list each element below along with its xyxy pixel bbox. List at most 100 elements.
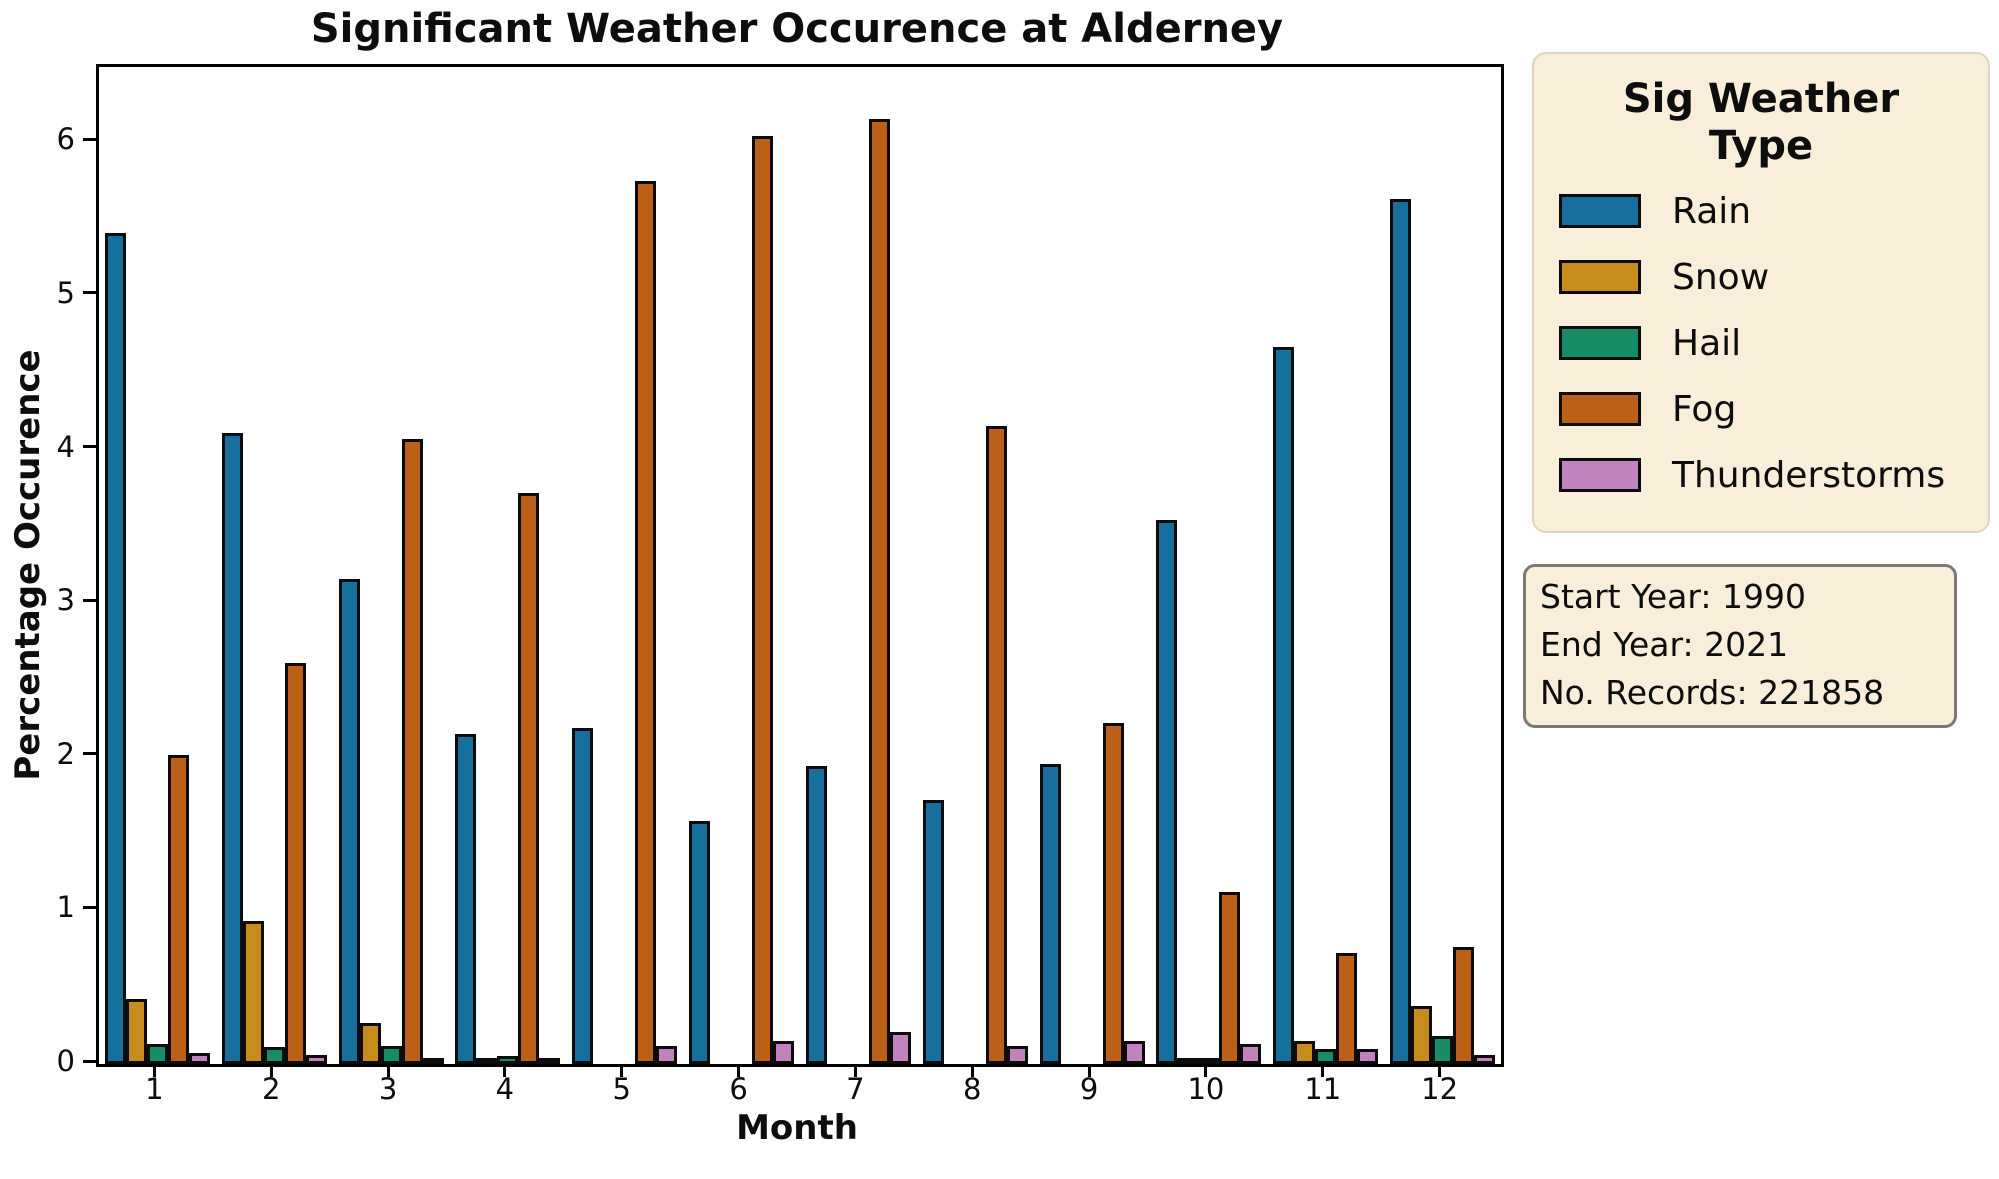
- info-box: Start Year: 1990 End Year: 2021 No. Reco…: [1523, 564, 1957, 728]
- bar-snow-month-4: [476, 1058, 498, 1064]
- bar-snow-month-3: [359, 1022, 381, 1064]
- bar-rain-month-6: [689, 821, 711, 1064]
- y-tick-label: 0: [56, 1044, 75, 1078]
- bar-group-month-1: [104, 67, 210, 1064]
- x-tick-label: 5: [612, 1072, 631, 1106]
- bar-rain-month-11: [1273, 346, 1295, 1064]
- legend-item-fog: Fog: [1559, 389, 1978, 430]
- legend-title-text: Sig Weather Type: [1622, 76, 1900, 170]
- bar-fog-month-10: [1219, 891, 1241, 1064]
- bar-rain-month-2: [221, 432, 243, 1064]
- bar-fog-month-5: [635, 180, 657, 1064]
- x-tick-label: 8: [963, 1072, 982, 1106]
- x-tick-mark: [1204, 1064, 1208, 1077]
- bar-thunderstorms-month-3: [422, 1058, 444, 1064]
- x-tick-label: 3: [378, 1072, 398, 1106]
- bar-snow-month-2: [242, 921, 264, 1064]
- bar-snow-month-10: [1177, 1058, 1199, 1064]
- legend-swatch-rain: [1559, 194, 1641, 228]
- bar-rain-month-9: [1039, 764, 1061, 1064]
- bar-fog-month-3: [401, 438, 423, 1064]
- bar-thunderstorms-month-6: [773, 1040, 795, 1064]
- bar-fog-month-1: [167, 755, 189, 1064]
- bar-hail-month-11: [1315, 1048, 1337, 1064]
- bar-thunderstorms-month-7: [889, 1031, 911, 1064]
- bar-thunderstorms-month-2: [305, 1054, 327, 1064]
- bar-rain-month-4: [455, 733, 477, 1064]
- bar-fog-month-6: [752, 136, 774, 1064]
- legend-item-hail: Hail: [1559, 323, 1978, 364]
- y-tick-mark: [83, 752, 96, 756]
- x-tick-mark: [853, 1064, 857, 1077]
- bar-thunderstorms-month-12: [1474, 1054, 1496, 1064]
- x-tick-mark: [386, 1064, 390, 1077]
- bar-rain-month-3: [338, 578, 360, 1064]
- y-tick-mark: [83, 598, 96, 602]
- x-tick-mark: [1438, 1064, 1442, 1077]
- bar-group-month-6: [689, 67, 795, 1064]
- bar-rain-month-12: [1390, 199, 1412, 1064]
- info-line-end-year: End Year: 2021: [1540, 624, 1789, 664]
- legend-swatch-thunderstorms: [1559, 458, 1641, 492]
- y-tick-label: 5: [56, 275, 75, 310]
- y-tick-label: 6: [56, 122, 75, 157]
- y-tick-label: 4: [56, 429, 75, 464]
- bar-fog-month-11: [1336, 953, 1358, 1064]
- bar-group-month-7: [805, 67, 911, 1064]
- bar-hail-month-1: [146, 1044, 168, 1064]
- bar-hail-month-12: [1432, 1036, 1454, 1064]
- y-tick-mark: [83, 445, 96, 449]
- bar-rain-month-5: [572, 727, 594, 1064]
- bar-group-month-8: [922, 67, 1028, 1064]
- legend-item-label: Thunderstorms: [1672, 454, 1946, 496]
- bar-thunderstorms-month-4: [539, 1057, 561, 1064]
- bar-thunderstorms-month-11: [1357, 1048, 1379, 1064]
- bar-fog-month-4: [518, 492, 540, 1064]
- legend-item-label: Snow: [1672, 256, 1770, 298]
- bar-fog-month-7: [868, 119, 890, 1064]
- y-tick-mark: [83, 291, 96, 295]
- bar-group-month-2: [221, 67, 327, 1064]
- bar-hail-month-4: [497, 1056, 519, 1064]
- y-tick-label: 1: [56, 890, 75, 925]
- bar-thunderstorms-month-1: [188, 1053, 210, 1064]
- bar-hail-month-10: [1198, 1058, 1220, 1064]
- bar-fog-month-12: [1453, 947, 1475, 1064]
- bar-fog-month-9: [1102, 722, 1124, 1064]
- bar-group-month-12: [1390, 67, 1496, 1064]
- legend-item-thunderstorms: Thunderstorms: [1559, 455, 1978, 496]
- bar-thunderstorms-month-10: [1240, 1044, 1262, 1064]
- x-tick-mark: [737, 1064, 741, 1077]
- bar-group-month-9: [1039, 67, 1145, 1064]
- bar-fog-month-2: [284, 663, 306, 1064]
- x-tick-mark: [620, 1064, 624, 1077]
- bar-thunderstorms-month-9: [1123, 1040, 1145, 1064]
- x-tick-label: 1: [145, 1072, 164, 1106]
- legend-swatch-fog: [1559, 392, 1641, 426]
- x-tick-label: 10: [1187, 1072, 1225, 1106]
- legend-title: Sig Weather Type: [1534, 76, 1988, 170]
- x-tick-label: 6: [729, 1072, 748, 1106]
- bar-group-month-10: [1156, 67, 1262, 1064]
- plot-area: [96, 64, 1504, 1067]
- chart-title: Significant Weather Occurence at Alderne…: [310, 6, 1284, 52]
- bar-group-month-3: [338, 67, 444, 1064]
- y-tick-label: 2: [56, 736, 75, 771]
- bar-group-month-5: [572, 67, 678, 1064]
- x-tick-mark: [269, 1064, 273, 1077]
- x-tick-mark: [1087, 1064, 1091, 1077]
- bar-snow-month-11: [1294, 1040, 1316, 1064]
- x-tick-label: 2: [262, 1072, 281, 1106]
- bar-rain-month-1: [104, 232, 126, 1064]
- info-line-records: No. Records: 221858: [1540, 672, 1885, 712]
- bar-group-month-11: [1273, 67, 1379, 1064]
- y-tick-mark: [83, 137, 96, 141]
- legend-item-rain: Rain: [1559, 191, 1978, 232]
- bar-hail-month-3: [380, 1045, 402, 1064]
- bar-hail-month-2: [263, 1047, 285, 1064]
- bar-rain-month-8: [922, 799, 944, 1064]
- bar-snow-month-12: [1411, 1005, 1433, 1064]
- y-tick-mark: [83, 1059, 96, 1063]
- y-tick-mark: [83, 905, 96, 909]
